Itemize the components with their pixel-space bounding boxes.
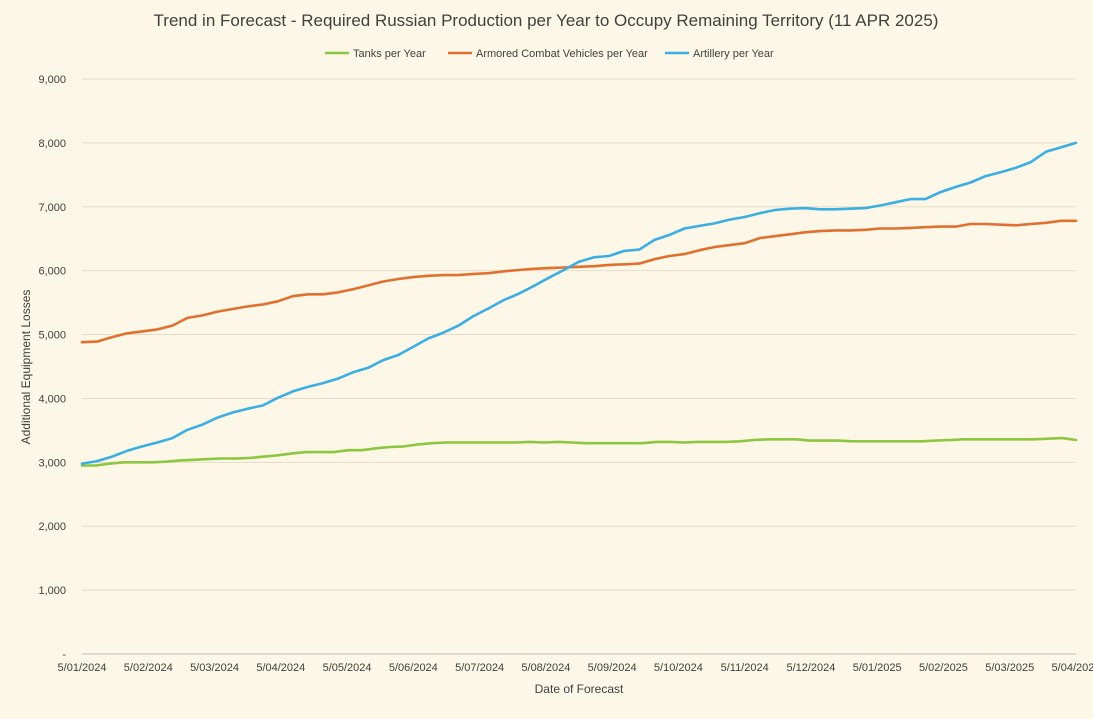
x-tick-label: 5/01/2025 xyxy=(853,662,902,674)
x-tick-label: 5/04/2025 xyxy=(1052,662,1093,674)
x-tick-label: 5/02/2024 xyxy=(124,662,173,674)
legend: Tanks per Year Armored Combat Vehicles pe… xyxy=(325,48,774,60)
x-tick-label: 5/02/2025 xyxy=(919,662,968,674)
legend-label: Tanks per Year xyxy=(353,48,426,60)
x-tick-label: 5/12/2024 xyxy=(786,662,835,674)
series-lines xyxy=(80,141,1078,467)
y-tick-label: 1,000 xyxy=(38,585,66,597)
y-tick-label: 9,000 xyxy=(38,74,66,86)
x-tick-label: 5/08/2024 xyxy=(521,662,570,674)
y-tick-label: 7,000 xyxy=(38,202,66,214)
series-line-1 xyxy=(80,219,1078,344)
x-tick-label: 5/10/2024 xyxy=(654,662,703,674)
x-tick-label: 5/01/2024 xyxy=(58,662,107,674)
x-tick-label: 5/04/2024 xyxy=(256,662,305,674)
y-axis-title: Additional Equipment Losses xyxy=(19,290,33,445)
y-tick-label: 2,000 xyxy=(38,521,66,533)
y-tick-label: 3,000 xyxy=(38,457,66,469)
gridlines xyxy=(82,78,1076,655)
y-tick-label: 4,000 xyxy=(38,393,66,405)
y-tick-label: - xyxy=(62,649,66,661)
legend-label: Armored Combat Vehicles per Year xyxy=(476,48,648,60)
y-axis-ticks: - 1,000 2,000 3,000 4,000 5,000 6,000 7,000 8,00… xyxy=(38,74,66,661)
x-tick-label: 5/05/2024 xyxy=(323,662,372,674)
x-tick-label: 5/03/2024 xyxy=(190,662,239,674)
y-tick-label: 5,000 xyxy=(38,330,66,342)
x-tick-label: 5/11/2024 xyxy=(721,662,769,674)
y-tick-label: 6,000 xyxy=(38,266,66,278)
x-tick-label: 5/06/2024 xyxy=(389,662,438,674)
series-line-0 xyxy=(80,436,1078,467)
series-line-2 xyxy=(80,141,1078,465)
chart-title: Trend in Forecast - Required Russian Pro… xyxy=(154,11,939,30)
x-axis-title: Date of Forecast xyxy=(535,682,624,696)
legend-label: Artillery per Year xyxy=(693,48,774,60)
x-tick-label: 5/03/2025 xyxy=(985,662,1034,674)
x-tick-label: 5/07/2024 xyxy=(455,662,504,674)
x-tick-label: 5/09/2024 xyxy=(588,662,637,674)
x-axis-ticks: 5/01/2024 5/02/2024 5/03/2024 5/04/2024 5/05… xyxy=(58,662,1093,674)
y-tick-label: 8,000 xyxy=(38,138,66,150)
